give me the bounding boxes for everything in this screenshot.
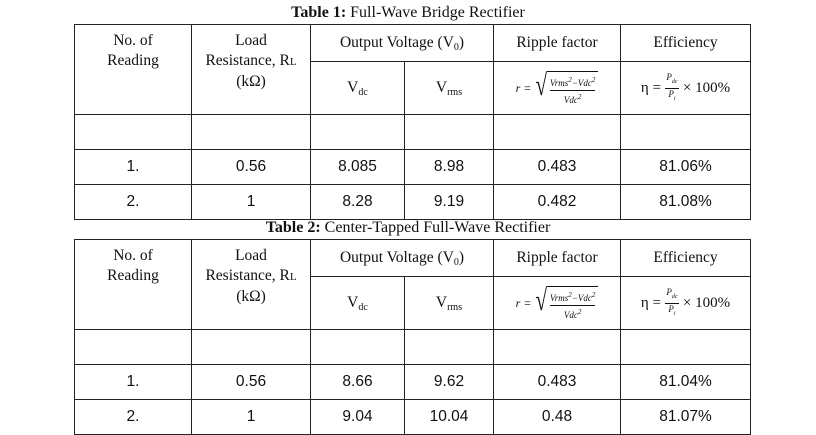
cell-vdc: 9.04 xyxy=(310,399,405,435)
cell-no: 1. xyxy=(74,364,192,400)
cell-rl: 1 xyxy=(191,399,311,435)
cell-efficiency: 81.08% xyxy=(620,184,751,220)
cell-efficiency: 81.06% xyxy=(620,149,751,185)
cell-vrms: 8.98 xyxy=(404,149,494,185)
cell-efficiency: 81.04% xyxy=(620,364,751,400)
table-row: 2. 1 8.28 9.19 0.482 81.08% xyxy=(74,184,751,220)
cell-vdc: 8.085 xyxy=(310,149,405,185)
cell-vdc: 8.66 xyxy=(310,364,405,400)
header-ripple: Ripple factor xyxy=(493,239,621,277)
cell-vrms: 9.62 xyxy=(404,364,494,400)
table-2-caption: Table 2: Center-Tapped Full-Wave Rectifi… xyxy=(265,219,551,236)
cell-no: 1. xyxy=(74,149,192,185)
cell-vrms: 9.19 xyxy=(404,184,494,220)
cell-ripple: 0.482 xyxy=(493,184,621,220)
efficiency-formula: η = Pdc Pi × 100% xyxy=(620,276,751,330)
cell-ripple: 0.483 xyxy=(493,364,621,400)
cell-vrms: 10.04 xyxy=(404,399,494,435)
header-output-voltage: Output Voltage (V0) xyxy=(310,239,494,277)
table-row: 1. 0.56 8.085 8.98 0.483 81.06% xyxy=(74,149,751,185)
ripple-formula: r = √ Vrms2−Vdc2 Vdc2 xyxy=(493,276,621,330)
header-efficiency: Efficiency xyxy=(620,239,751,277)
cell-no: 2. xyxy=(74,399,192,435)
header-resistance: Load Resistance, RL (kΩ) xyxy=(191,239,311,330)
ripple-formula: r = √ Vrms2−Vdc2 Vdc2 xyxy=(493,61,621,115)
header-resistance: Load Resistance, RL (kΩ) xyxy=(191,24,311,115)
header-reading: No. of Reading xyxy=(74,239,192,330)
header-reading: No. of Reading xyxy=(74,24,192,115)
cell-ripple: 0.48 xyxy=(493,399,621,435)
table-row: 2. 1 9.04 10.04 0.48 81.07% xyxy=(74,399,751,435)
table-1-caption: Table 1: Full-Wave Bridge Rectifier xyxy=(291,4,525,21)
cell-rl: 0.56 xyxy=(191,364,311,400)
efficiency-formula: η = Pdc Pi × 100% xyxy=(620,61,751,115)
cell-ripple: 0.483 xyxy=(493,149,621,185)
cell-efficiency: 81.07% xyxy=(620,399,751,435)
header-vrms: Vrms xyxy=(404,61,494,115)
cell-no: 2. xyxy=(74,184,192,220)
header-vdc: Vdc xyxy=(310,61,405,115)
table-row: 1. 0.56 8.66 9.62 0.483 81.04% xyxy=(74,364,751,400)
header-vdc: Vdc xyxy=(310,276,405,330)
table-2: No. of Reading Load Resistance, RL (kΩ) O… xyxy=(74,239,751,435)
table-1: No. of Reading Load Resistance, RL (kΩ) O… xyxy=(74,24,751,220)
header-vrms: Vrms xyxy=(404,276,494,330)
cell-vdc: 8.28 xyxy=(310,184,405,220)
header-efficiency: Efficiency xyxy=(620,24,751,62)
cell-rl: 0.56 xyxy=(191,149,311,185)
header-output-voltage: Output Voltage (V0) xyxy=(310,24,494,62)
cell-rl: 1 xyxy=(191,184,311,220)
header-ripple: Ripple factor xyxy=(493,24,621,62)
